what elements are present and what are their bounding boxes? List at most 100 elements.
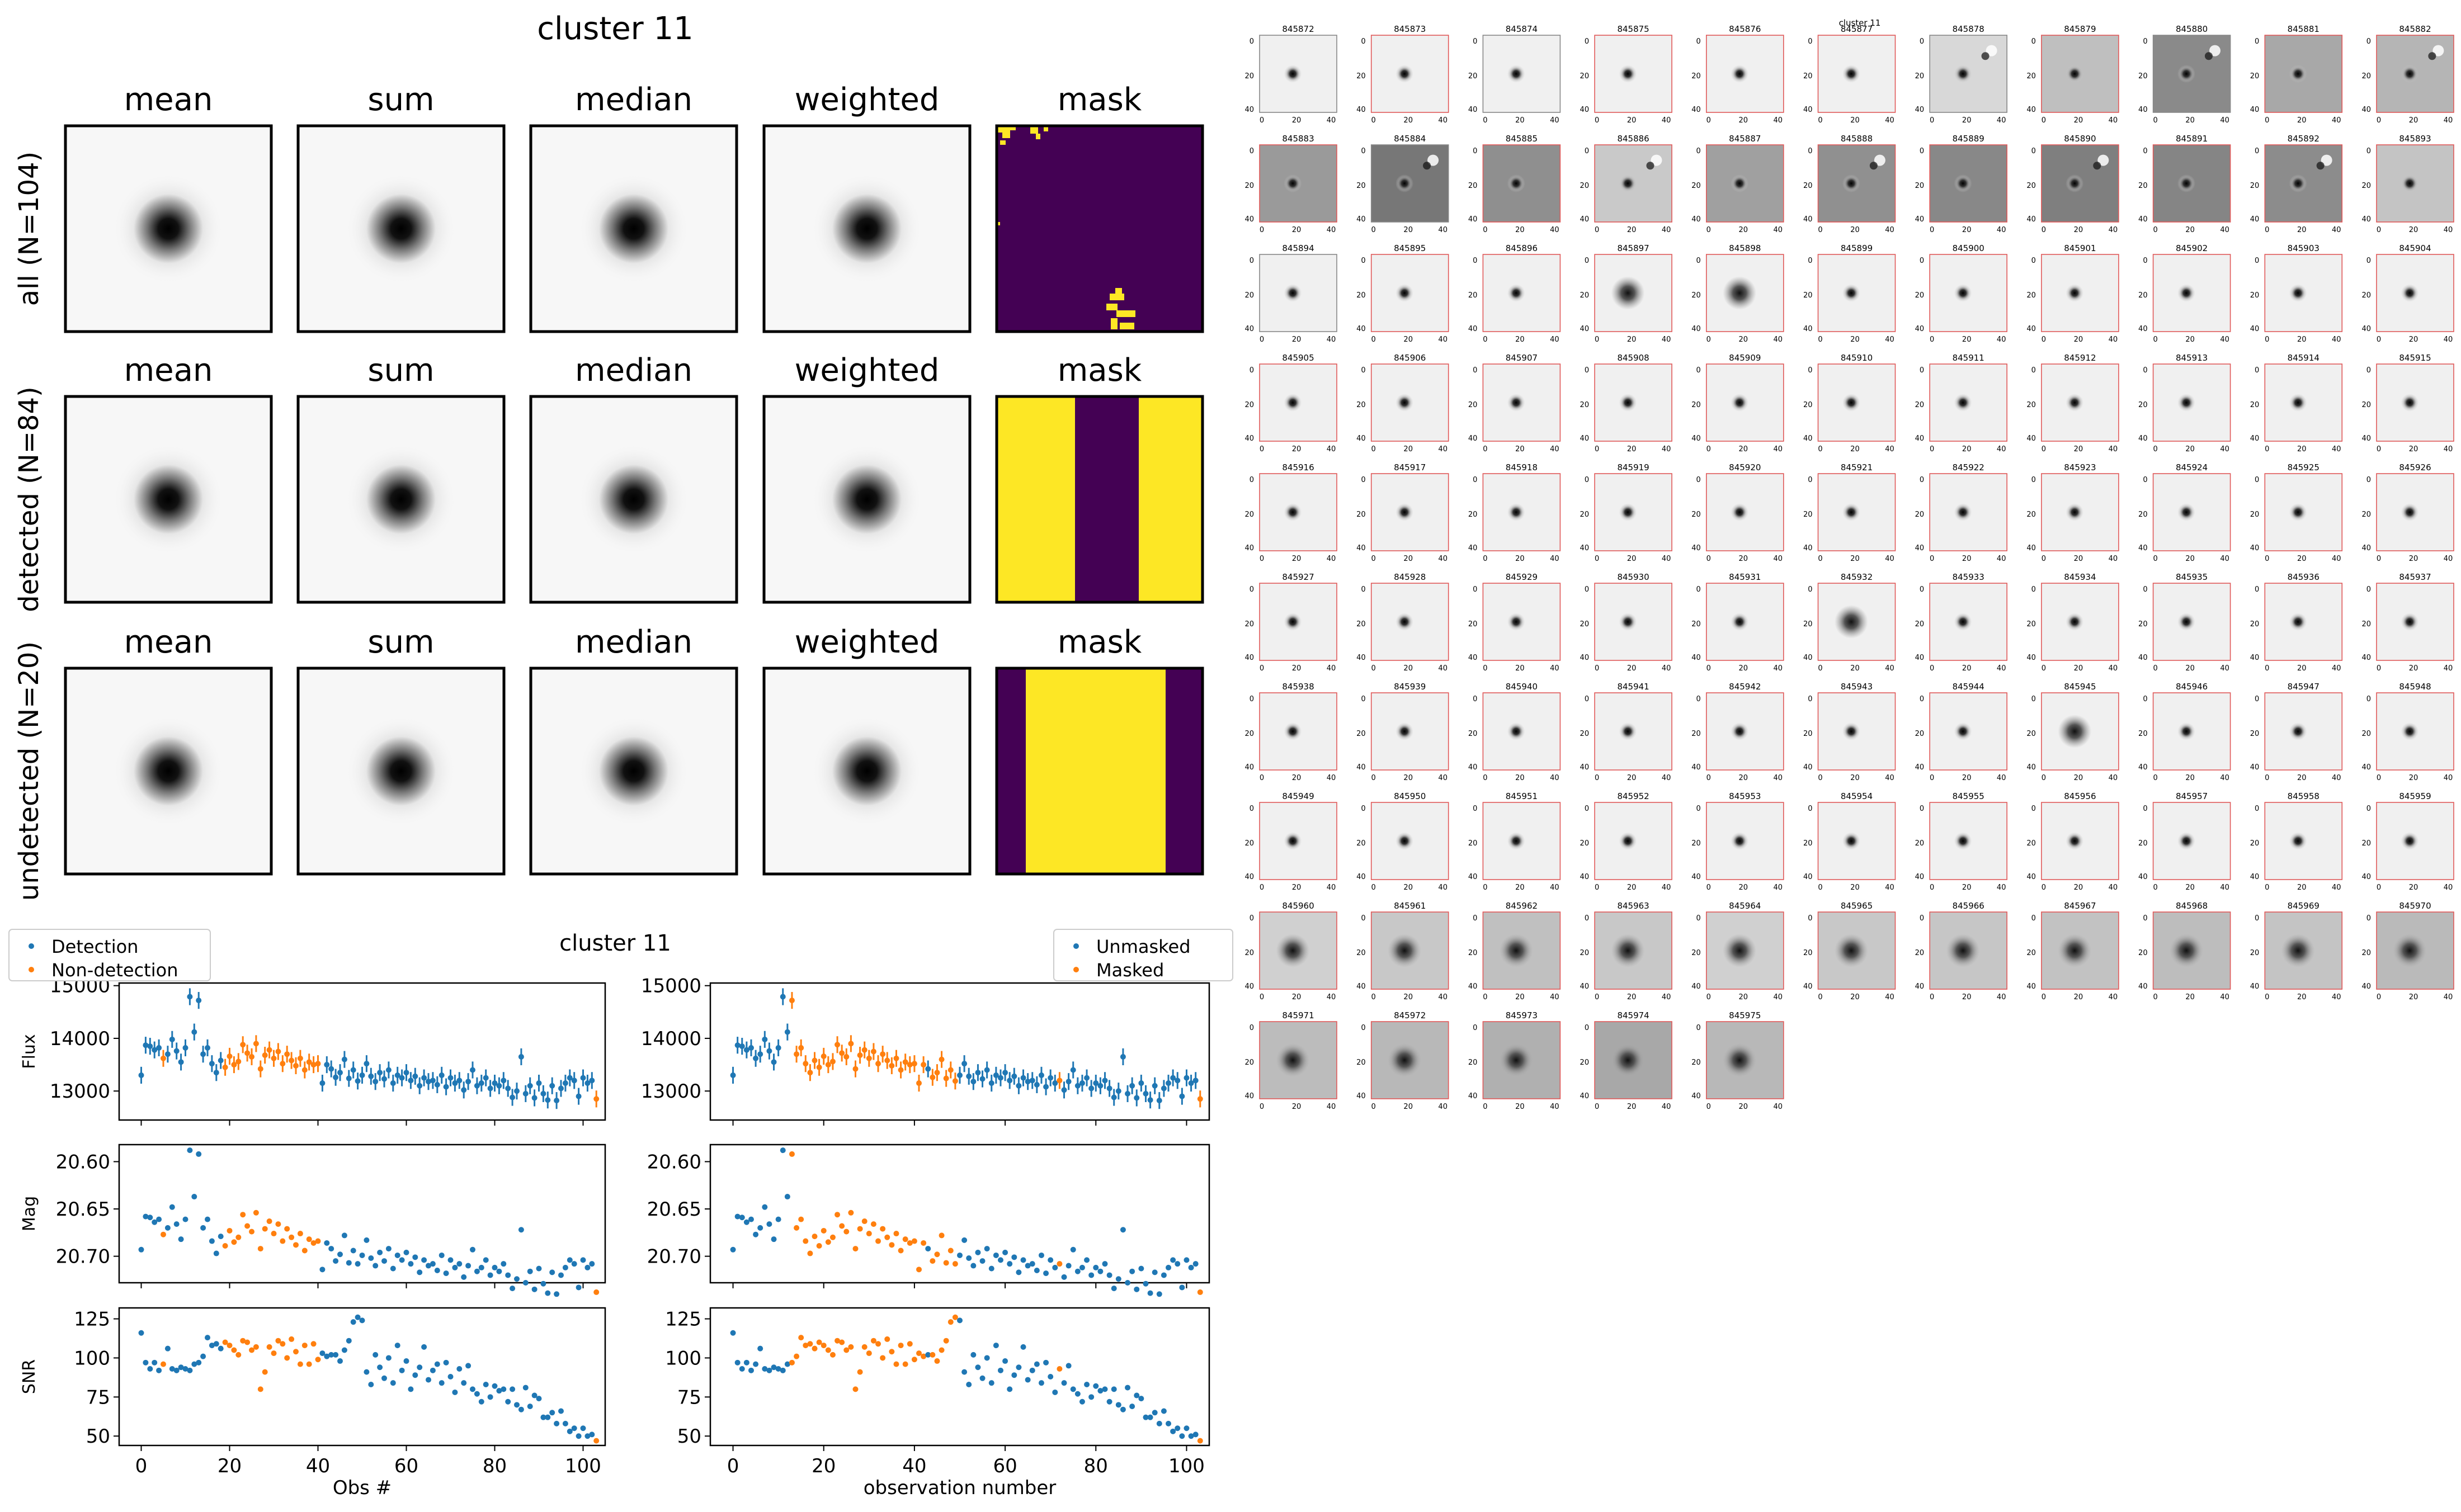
y-tick-label: 14000: [641, 1028, 701, 1050]
cutout-x-tick: 0: [2153, 883, 2157, 892]
data-point: [966, 1381, 972, 1387]
cutout-frame: [2041, 911, 2119, 990]
cutout-y-tick: 40: [1468, 434, 1478, 443]
data-point: [222, 1339, 228, 1345]
cutout-y-tick: 20: [1356, 949, 1366, 957]
cutout-id: 845892: [2288, 134, 2319, 144]
cutout-y-tick: 40: [2138, 434, 2148, 443]
data-point: [1184, 1257, 1190, 1263]
cutout-x-tick: 40: [2220, 774, 2229, 782]
cutout-y-tick: 20: [2361, 620, 2371, 629]
data-point: [571, 1078, 577, 1084]
data-point: [319, 1350, 326, 1357]
cutout-frame: [1482, 802, 1561, 880]
cutout-y-tick: 20: [1915, 511, 1925, 519]
cutout-y-tick: 20: [2026, 182, 2036, 190]
cutout-x-tick: 40: [2220, 116, 2229, 125]
cutout-frame: [1259, 911, 1337, 990]
data-point: [257, 1386, 263, 1392]
data-point: [377, 1249, 383, 1255]
psf-source: [345, 715, 457, 827]
data-point: [753, 1231, 759, 1237]
data-point: [328, 1352, 334, 1358]
cutout-y-tick: 0: [1585, 585, 1589, 594]
cutout-x-tick: 20: [2409, 993, 2418, 1001]
cutout-x-tick: 40: [1327, 445, 1336, 453]
data-point: [399, 1257, 405, 1263]
cutout-source: [1723, 934, 1757, 967]
cutout-y-tick: 0: [1920, 366, 1924, 375]
cutout-y-tick: 0: [1808, 366, 1812, 375]
data-point: [227, 1053, 233, 1059]
cutout-x-tick: 0: [1260, 336, 1264, 344]
x-tick-label: 100: [1168, 1455, 1205, 1477]
legend-box: [8, 929, 211, 981]
cutout-y-tick: 0: [2143, 257, 2147, 265]
data-point: [301, 1343, 308, 1349]
data-point: [861, 1218, 868, 1225]
cutout-y-tick: 20: [1803, 182, 1813, 190]
cutout-y-tick: 40: [1580, 544, 1590, 552]
cutout-frame: [2264, 35, 2343, 113]
cutout-id: 845963: [1617, 901, 1649, 911]
cutout-id: 845972: [1394, 1010, 1426, 1020]
cutout-x-tick: 40: [1438, 336, 1448, 344]
cutout-id: 845932: [1841, 572, 1873, 582]
cutout-source: [1842, 65, 1860, 83]
cutout-frame: [1594, 144, 1672, 223]
data-point: [474, 1391, 480, 1397]
cutout-x-tick: 0: [1930, 336, 1934, 344]
mask-blob: [1000, 140, 1006, 145]
cutout-id: 845899: [1841, 243, 1873, 253]
cutout-source: [1284, 613, 1302, 631]
cutout-y-tick: 20: [2138, 182, 2148, 190]
cutout-y-tick: 40: [2361, 215, 2371, 224]
artifact: [1646, 162, 1654, 170]
cutout-x-tick: 20: [1515, 883, 1525, 892]
cutout-frame: [2376, 911, 2454, 990]
cutout-x-tick: 0: [1706, 555, 1711, 563]
cutout-x-tick: 0: [2153, 555, 2157, 563]
cutout-x-tick: 20: [2074, 774, 2083, 782]
data-point: [205, 1045, 210, 1051]
data-point: [1120, 1406, 1126, 1412]
cutout-id: 845925: [2288, 462, 2319, 472]
cutout-frame: [1594, 1021, 1672, 1099]
cutout-y-tick: 40: [2250, 982, 2260, 991]
data-point: [381, 1375, 387, 1381]
cutout-x-tick: 40: [1774, 774, 1783, 782]
data-point: [403, 1358, 409, 1364]
psf-source: [811, 443, 923, 555]
data-point: [916, 1350, 922, 1357]
cutout-id: 845959: [2399, 791, 2431, 801]
data-point: [1057, 1261, 1063, 1267]
data-point: [1147, 1290, 1153, 1296]
cutout-y-tick: 0: [1361, 147, 1365, 155]
data-point: [784, 1194, 790, 1200]
cutout-y-tick: 0: [1585, 37, 1589, 46]
cutout-source: [2289, 832, 2307, 850]
cutout-y-tick: 40: [1915, 654, 1925, 662]
data-point: [394, 1072, 400, 1078]
cutout-x-tick: 0: [1930, 883, 1934, 892]
y-tick-label: 13000: [641, 1080, 701, 1103]
cutout-y-tick: 20: [1468, 182, 1478, 190]
x-tick-label: 20: [218, 1455, 242, 1477]
data-point: [880, 1051, 886, 1057]
cutout-x-tick: 20: [2074, 336, 2083, 344]
cutout-x-tick: 20: [1850, 116, 1860, 125]
data-point: [734, 1042, 741, 1048]
cutout-frame: [1594, 254, 1672, 332]
data-point: [161, 1055, 166, 1061]
data-point: [227, 1227, 233, 1234]
data-point: [916, 1080, 922, 1086]
cutout-x-tick: 0: [2153, 664, 2157, 673]
data-point: [478, 1398, 484, 1405]
cutout-frame: [1259, 583, 1337, 661]
data-point: [870, 1221, 876, 1227]
